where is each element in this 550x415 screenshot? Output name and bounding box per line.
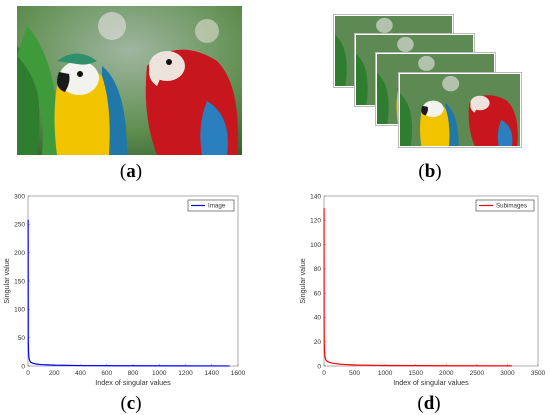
series-line-subimages [323,208,512,367]
x-axis-label: Index of singular values [95,378,171,387]
y-tick-label: 140 [310,193,321,200]
x-tick-label: 2500 [470,370,485,377]
x-axis-label: Index of singular values [393,378,469,387]
x-tick-label: 1000 [152,370,167,377]
x-tick-label: 1200 [178,370,193,377]
x-tick-label: 200 [49,370,60,377]
x-tick-label: 0 [322,370,326,377]
y-tick-label: 60 [314,290,322,297]
y-tick-label: 250 [14,222,25,229]
legend-label: Subimages [496,203,527,210]
y-tick-label: 200 [14,250,25,257]
legend-box [475,199,535,212]
x-tick-label: 1500 [408,370,423,377]
subimage-4 [399,73,521,147]
parrot-illustration [17,6,242,155]
y-tick-label: 0 [21,363,25,370]
plot-area [323,195,539,367]
y-axis-label: Singular value [2,258,11,304]
parrot-photo-a [17,6,242,155]
x-tick-label: 3000 [500,370,515,377]
y-tick-label: 100 [14,307,25,314]
legend-label: Image [208,203,226,210]
x-tick-label: 2000 [439,370,454,377]
panel-label-c: (c) [120,393,142,414]
y-tick-label: 300 [14,193,25,200]
x-tick-label: 800 [128,370,139,377]
panel-label-a: (a) [119,161,143,182]
x-tick-label: 600 [101,370,112,377]
x-tick-label: 1600 [231,370,246,377]
y-tick-label: 100 [310,242,321,249]
x-tick-label: 500 [349,370,360,377]
panel-label-b: (b) [418,161,442,182]
y-tick-label: 150 [14,278,25,285]
x-tick-label: 400 [75,370,86,377]
y-tick-label: 50 [18,335,26,342]
x-tick-label: 0 [26,370,30,377]
y-tick-label: 120 [310,218,321,225]
legend-box [187,199,235,212]
y-tick-label: 80 [314,266,322,273]
y-tick-label: 0 [317,363,321,370]
y-axis-label: Singular value [298,258,307,304]
y-tick-label: 20 [314,339,322,346]
x-tick-label: 1000 [378,370,393,377]
x-tick-label: 1400 [205,370,220,377]
plot-area [27,195,239,367]
y-tick-label: 40 [314,315,322,322]
panel-label-d: (d) [417,393,441,414]
series-line-image [27,219,230,367]
x-tick-label: 3500 [531,370,546,377]
